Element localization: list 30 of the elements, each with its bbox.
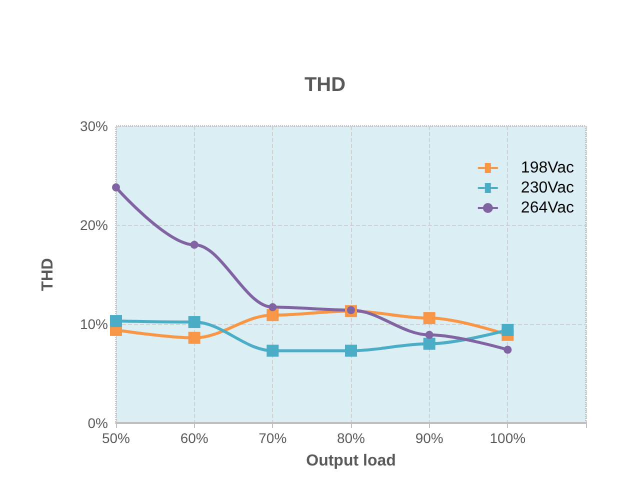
point (268, 303, 277, 312)
y-axis-title: THD (40, 258, 56, 291)
point (345, 344, 357, 357)
legend-label: 264Vac (520, 200, 574, 216)
y-tick-label: 30% (80, 118, 108, 134)
point (425, 330, 434, 339)
y-tick-label: 20% (80, 217, 108, 233)
point (266, 309, 279, 322)
x-tick-label: 50% (102, 430, 130, 446)
x-tick-label: 80% (336, 430, 366, 446)
legend-label: 230Vac (520, 180, 574, 196)
x-tick-label: 60% (180, 430, 208, 446)
x-tick-label: 100% (490, 430, 526, 446)
point (504, 346, 512, 354)
point (188, 332, 200, 344)
chart-title: THD (304, 74, 346, 96)
point (110, 315, 122, 328)
x-tick-label: 90% (415, 430, 444, 446)
point (188, 316, 200, 328)
point (190, 240, 198, 249)
point (423, 338, 436, 350)
point (112, 183, 120, 192)
y-tick-label: 0% (88, 415, 108, 431)
x-axis-title: Output load (306, 452, 396, 470)
legend-label: 198Vac (520, 160, 574, 176)
point (502, 324, 514, 336)
x-tick-label: 70% (258, 430, 287, 446)
point (423, 312, 436, 324)
y-tick-label: 10% (80, 316, 108, 332)
point (266, 344, 279, 357)
